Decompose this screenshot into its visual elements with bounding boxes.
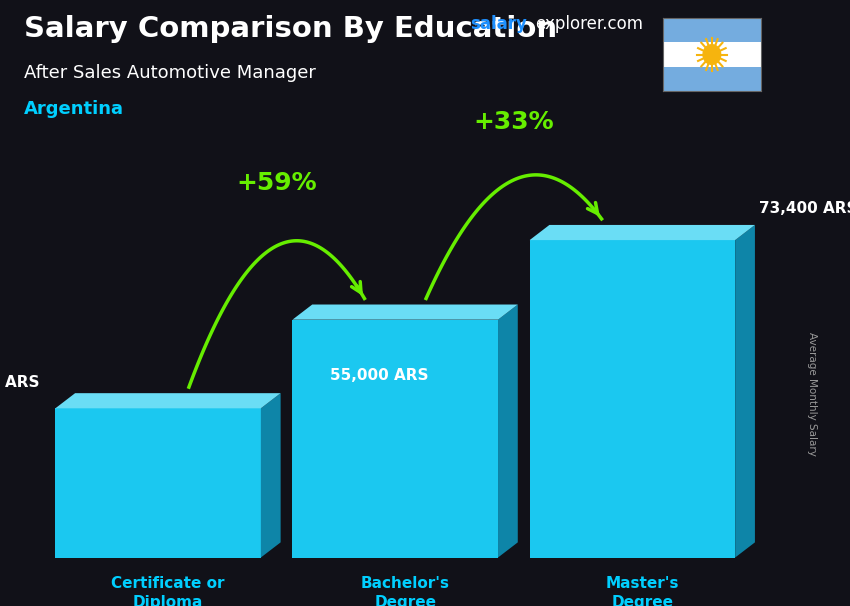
Bar — [663, 18, 761, 42]
Text: explorer.com: explorer.com — [536, 15, 643, 33]
Polygon shape — [498, 304, 518, 558]
Polygon shape — [735, 225, 755, 558]
Polygon shape — [261, 393, 280, 558]
Polygon shape — [292, 304, 518, 319]
Bar — [663, 42, 761, 67]
Circle shape — [703, 45, 721, 64]
Text: Argentina: Argentina — [24, 100, 124, 118]
Text: +59%: +59% — [236, 171, 317, 195]
Polygon shape — [530, 225, 755, 240]
Bar — [55, 408, 261, 558]
Text: 73,400 ARS: 73,400 ARS — [759, 201, 850, 216]
Text: Certificate or
Diploma: Certificate or Diploma — [111, 576, 224, 606]
Text: Average Monthly Salary: Average Monthly Salary — [807, 332, 817, 456]
Bar — [663, 67, 761, 91]
Text: salary: salary — [470, 15, 527, 33]
Text: After Sales Automotive Manager: After Sales Automotive Manager — [24, 64, 315, 82]
Text: +33%: +33% — [473, 110, 554, 134]
Polygon shape — [55, 393, 280, 408]
Text: 55,000 ARS: 55,000 ARS — [330, 368, 428, 383]
FancyBboxPatch shape — [0, 0, 790, 606]
Text: Master's
Degree: Master's Degree — [605, 576, 679, 606]
Text: Bachelor's
Degree: Bachelor's Degree — [360, 576, 450, 606]
Text: Salary Comparison By Education: Salary Comparison By Education — [24, 15, 557, 43]
Text: 34,500 ARS: 34,500 ARS — [0, 375, 39, 390]
Bar — [292, 319, 498, 558]
Bar — [530, 240, 735, 558]
